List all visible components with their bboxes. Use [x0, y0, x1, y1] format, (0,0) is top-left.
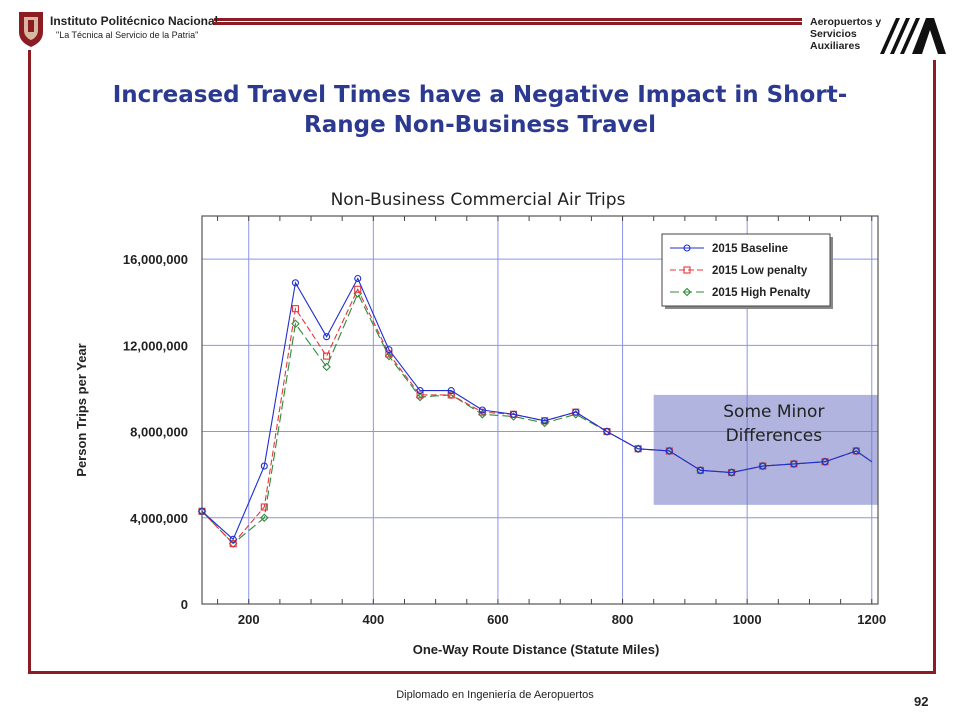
slide-title-line-2: Range Non-Business Travel: [304, 112, 656, 138]
legend-marker: [683, 266, 691, 274]
x-tick-label: 1000: [733, 612, 762, 627]
data-point: [478, 408, 486, 416]
data-point: [572, 408, 580, 416]
ipn-shield-icon: [19, 12, 43, 47]
data-point: [415, 392, 425, 402]
data-point: [229, 540, 237, 548]
y-tick-label: 16,000,000: [123, 252, 188, 267]
x-tick-label: 800: [612, 612, 634, 627]
y-tick-label: 12,000,000: [123, 338, 188, 353]
institution-name: Instituto Politécnico Nacional: [50, 14, 219, 28]
series-2015-baseline: [198, 274, 873, 543]
y-axis-label: Person Trips per Year: [74, 343, 89, 476]
data-point: [322, 362, 331, 372]
x-axis-label: One-Way Route Distance (Statute Miles): [413, 642, 660, 657]
data-point: [291, 279, 300, 287]
data-point: [291, 305, 300, 313]
data-point: [447, 391, 455, 399]
institution-motto: "La Técnica al Servicio de la Patria": [56, 30, 199, 40]
data-point: [821, 458, 829, 466]
data-point: [354, 274, 362, 283]
y-tick-label: 4,000,000: [130, 511, 188, 526]
data-point: [447, 387, 455, 395]
plot-border: [201, 215, 879, 605]
axes: 200 400 600 800 1000 1200 0 4,000,000 8,000,000 1…: [123, 215, 886, 627]
data-point: [478, 410, 487, 419]
data-point: [385, 346, 393, 354]
asa-stripes-icon: [880, 18, 946, 54]
data-point: [603, 428, 611, 436]
slide-footer: Diplomado en Ingeniería de Aeropuertos: [396, 689, 594, 701]
data-point: [260, 503, 268, 511]
data-point: [665, 447, 673, 455]
data-point: [260, 462, 268, 470]
asa-logo: Aeropuertos y Servicios Auxiliares: [802, 10, 948, 60]
slide-title-line-1: Increased Travel Times have a Negative I…: [112, 82, 848, 108]
page-number: 92: [914, 694, 929, 709]
data-point: [416, 387, 424, 395]
data-point: [759, 462, 767, 470]
y-tick-label: 8,000,000: [130, 425, 188, 440]
data-point: [728, 468, 736, 477]
partner-name: Aeropuertos y Servicios Auxiliares: [810, 16, 881, 52]
data-point: [323, 333, 331, 341]
chart-title: Non-Business Commercial Air Trips: [331, 190, 626, 210]
trips-line-chart: Some Minor Differences 200 400 600 800 1000 12…: [74, 190, 886, 657]
ipn-logo: Instituto Politécnico Nacional "La Técni…: [14, 10, 218, 50]
legend-label: 2015 Baseline: [712, 243, 788, 255]
legend-label: 2015 High Penalty: [712, 287, 811, 299]
data-point: [509, 410, 518, 418]
x-tick-label: 400: [362, 612, 384, 627]
legend: 2015 Baseline 2015 Low penalty 2015 High P…: [661, 233, 833, 309]
x-tick-label: 600: [487, 612, 509, 627]
series-group: [197, 274, 873, 548]
header-rule-left: [214, 22, 834, 25]
partner-line-2: Servicios: [810, 28, 857, 40]
x-tick-label: 1200: [857, 612, 886, 627]
series-line: [201, 277, 873, 541]
x-tick-label: 200: [238, 612, 260, 627]
legend-marker: [682, 287, 692, 297]
data-point: [384, 351, 394, 361]
annotation-text-line-2: Differences: [726, 426, 823, 446]
data-point: [696, 466, 704, 474]
data-point: [416, 391, 424, 399]
data-point: [852, 447, 860, 455]
annotation-text-line-1: Some Minor: [723, 402, 824, 422]
annotation-highlight: [653, 394, 878, 505]
data-point: [354, 285, 362, 293]
data-point: [323, 352, 331, 360]
data-point: [541, 417, 549, 425]
legend-marker: [683, 244, 691, 252]
data-point: [229, 535, 237, 543]
data-point: [478, 406, 486, 414]
partner-line-1: Aeropuertos y: [810, 16, 882, 28]
slide-title: Increased Travel Times have a Negative I…: [40, 80, 920, 140]
data-point: [634, 445, 642, 453]
legend-label: 2015 Low penalty: [712, 265, 808, 277]
data-point: [790, 460, 798, 468]
data-point: [260, 513, 269, 523]
slide-frame: [28, 18, 936, 674]
partner-line-3: Auxiliares: [810, 40, 861, 52]
y-tick-label: 0: [181, 597, 188, 612]
annotation-box: Some Minor Differences: [653, 394, 878, 505]
